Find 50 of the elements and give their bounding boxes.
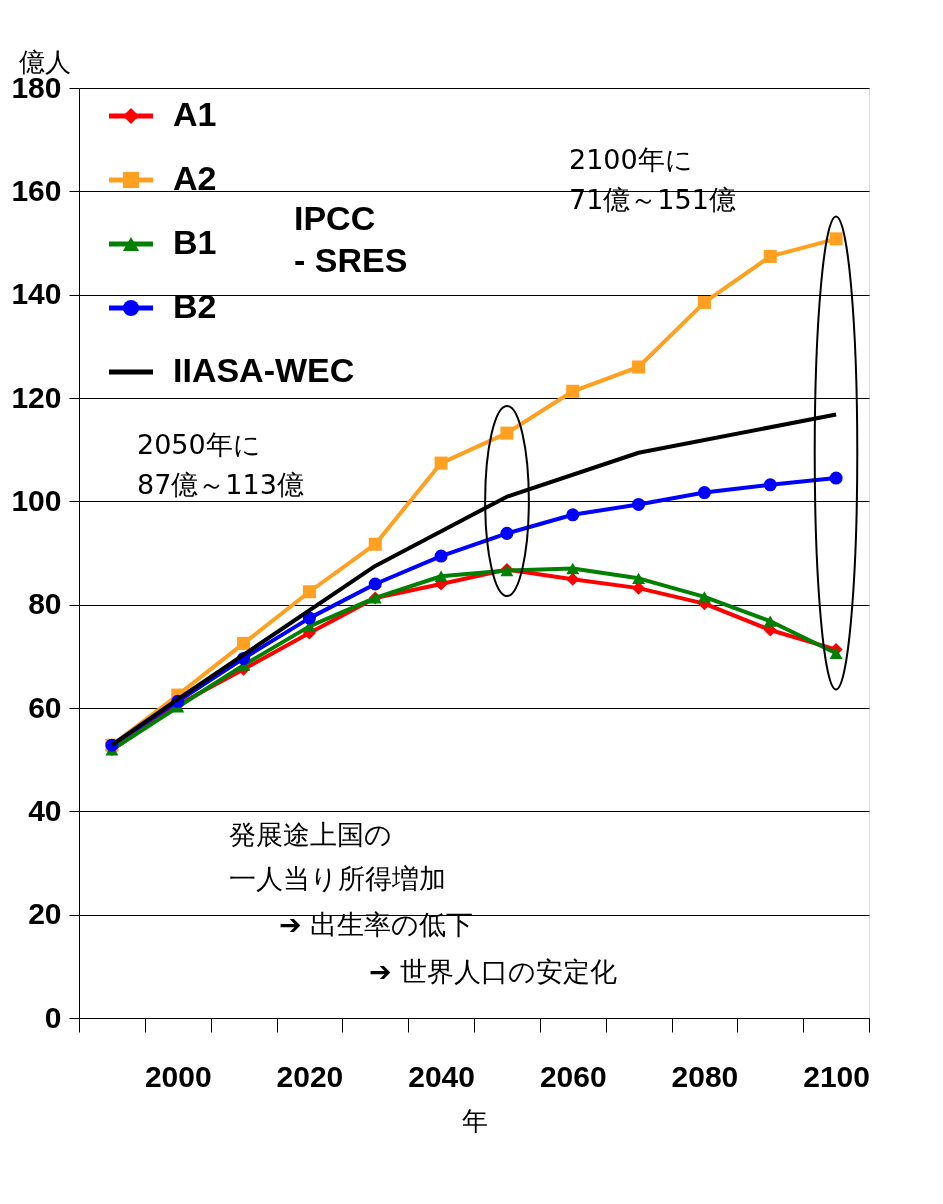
x-tick-label: 2020 — [276, 1059, 344, 1093]
y-tick-label: 160 — [11, 173, 62, 207]
point — [632, 572, 646, 584]
annotation: 2050年に87億～113億 — [137, 429, 304, 500]
point — [434, 570, 448, 582]
point — [237, 636, 251, 650]
point — [368, 537, 382, 551]
x-tick-label: 2000 — [144, 1059, 212, 1093]
point — [632, 360, 646, 374]
point — [500, 426, 514, 440]
legend-label: B1 — [173, 223, 217, 261]
y-tick-label: 40 — [28, 793, 62, 827]
point — [566, 508, 580, 522]
annotation: IPCC - SRES — [294, 199, 408, 279]
x-tick-label: 2100 — [803, 1059, 870, 1093]
x-tick-label: 2080 — [671, 1059, 739, 1093]
legend-label: B2 — [173, 287, 217, 325]
y-tick-label: 100 — [11, 483, 62, 517]
x-tick-label: 2060 — [539, 1059, 607, 1093]
point — [763, 615, 777, 627]
point — [566, 572, 580, 586]
legend-label: IIASA-WEC — [173, 351, 355, 389]
x-axis-title: 年 — [461, 1105, 488, 1136]
legend-label: A2 — [173, 159, 217, 197]
y-tick-label: 140 — [11, 277, 62, 311]
point — [763, 478, 777, 492]
legend-label: A1 — [173, 95, 217, 133]
y-tick-label: 20 — [28, 897, 62, 931]
point — [434, 549, 448, 563]
y-tick-label: 0 — [44, 1000, 62, 1034]
point — [500, 526, 514, 540]
point — [368, 577, 382, 591]
point — [434, 456, 448, 470]
point — [302, 585, 316, 599]
point — [829, 471, 843, 485]
point — [829, 232, 843, 246]
point — [566, 562, 580, 575]
y-tick-label: 80 — [28, 587, 62, 621]
y-tick-label: 120 — [11, 380, 62, 414]
point — [763, 249, 777, 263]
x-tick-label: 2040 — [408, 1059, 475, 1093]
y-tick-label: 60 — [28, 690, 62, 724]
point — [632, 497, 646, 511]
point — [697, 486, 711, 500]
point — [697, 591, 711, 603]
annotation: 発展途上国の一人当り所得増加 — [229, 819, 446, 894]
annotation: ➔ 世界人口の安定化 — [369, 956, 618, 987]
point — [829, 647, 843, 659]
point — [697, 295, 711, 309]
point — [566, 384, 580, 398]
